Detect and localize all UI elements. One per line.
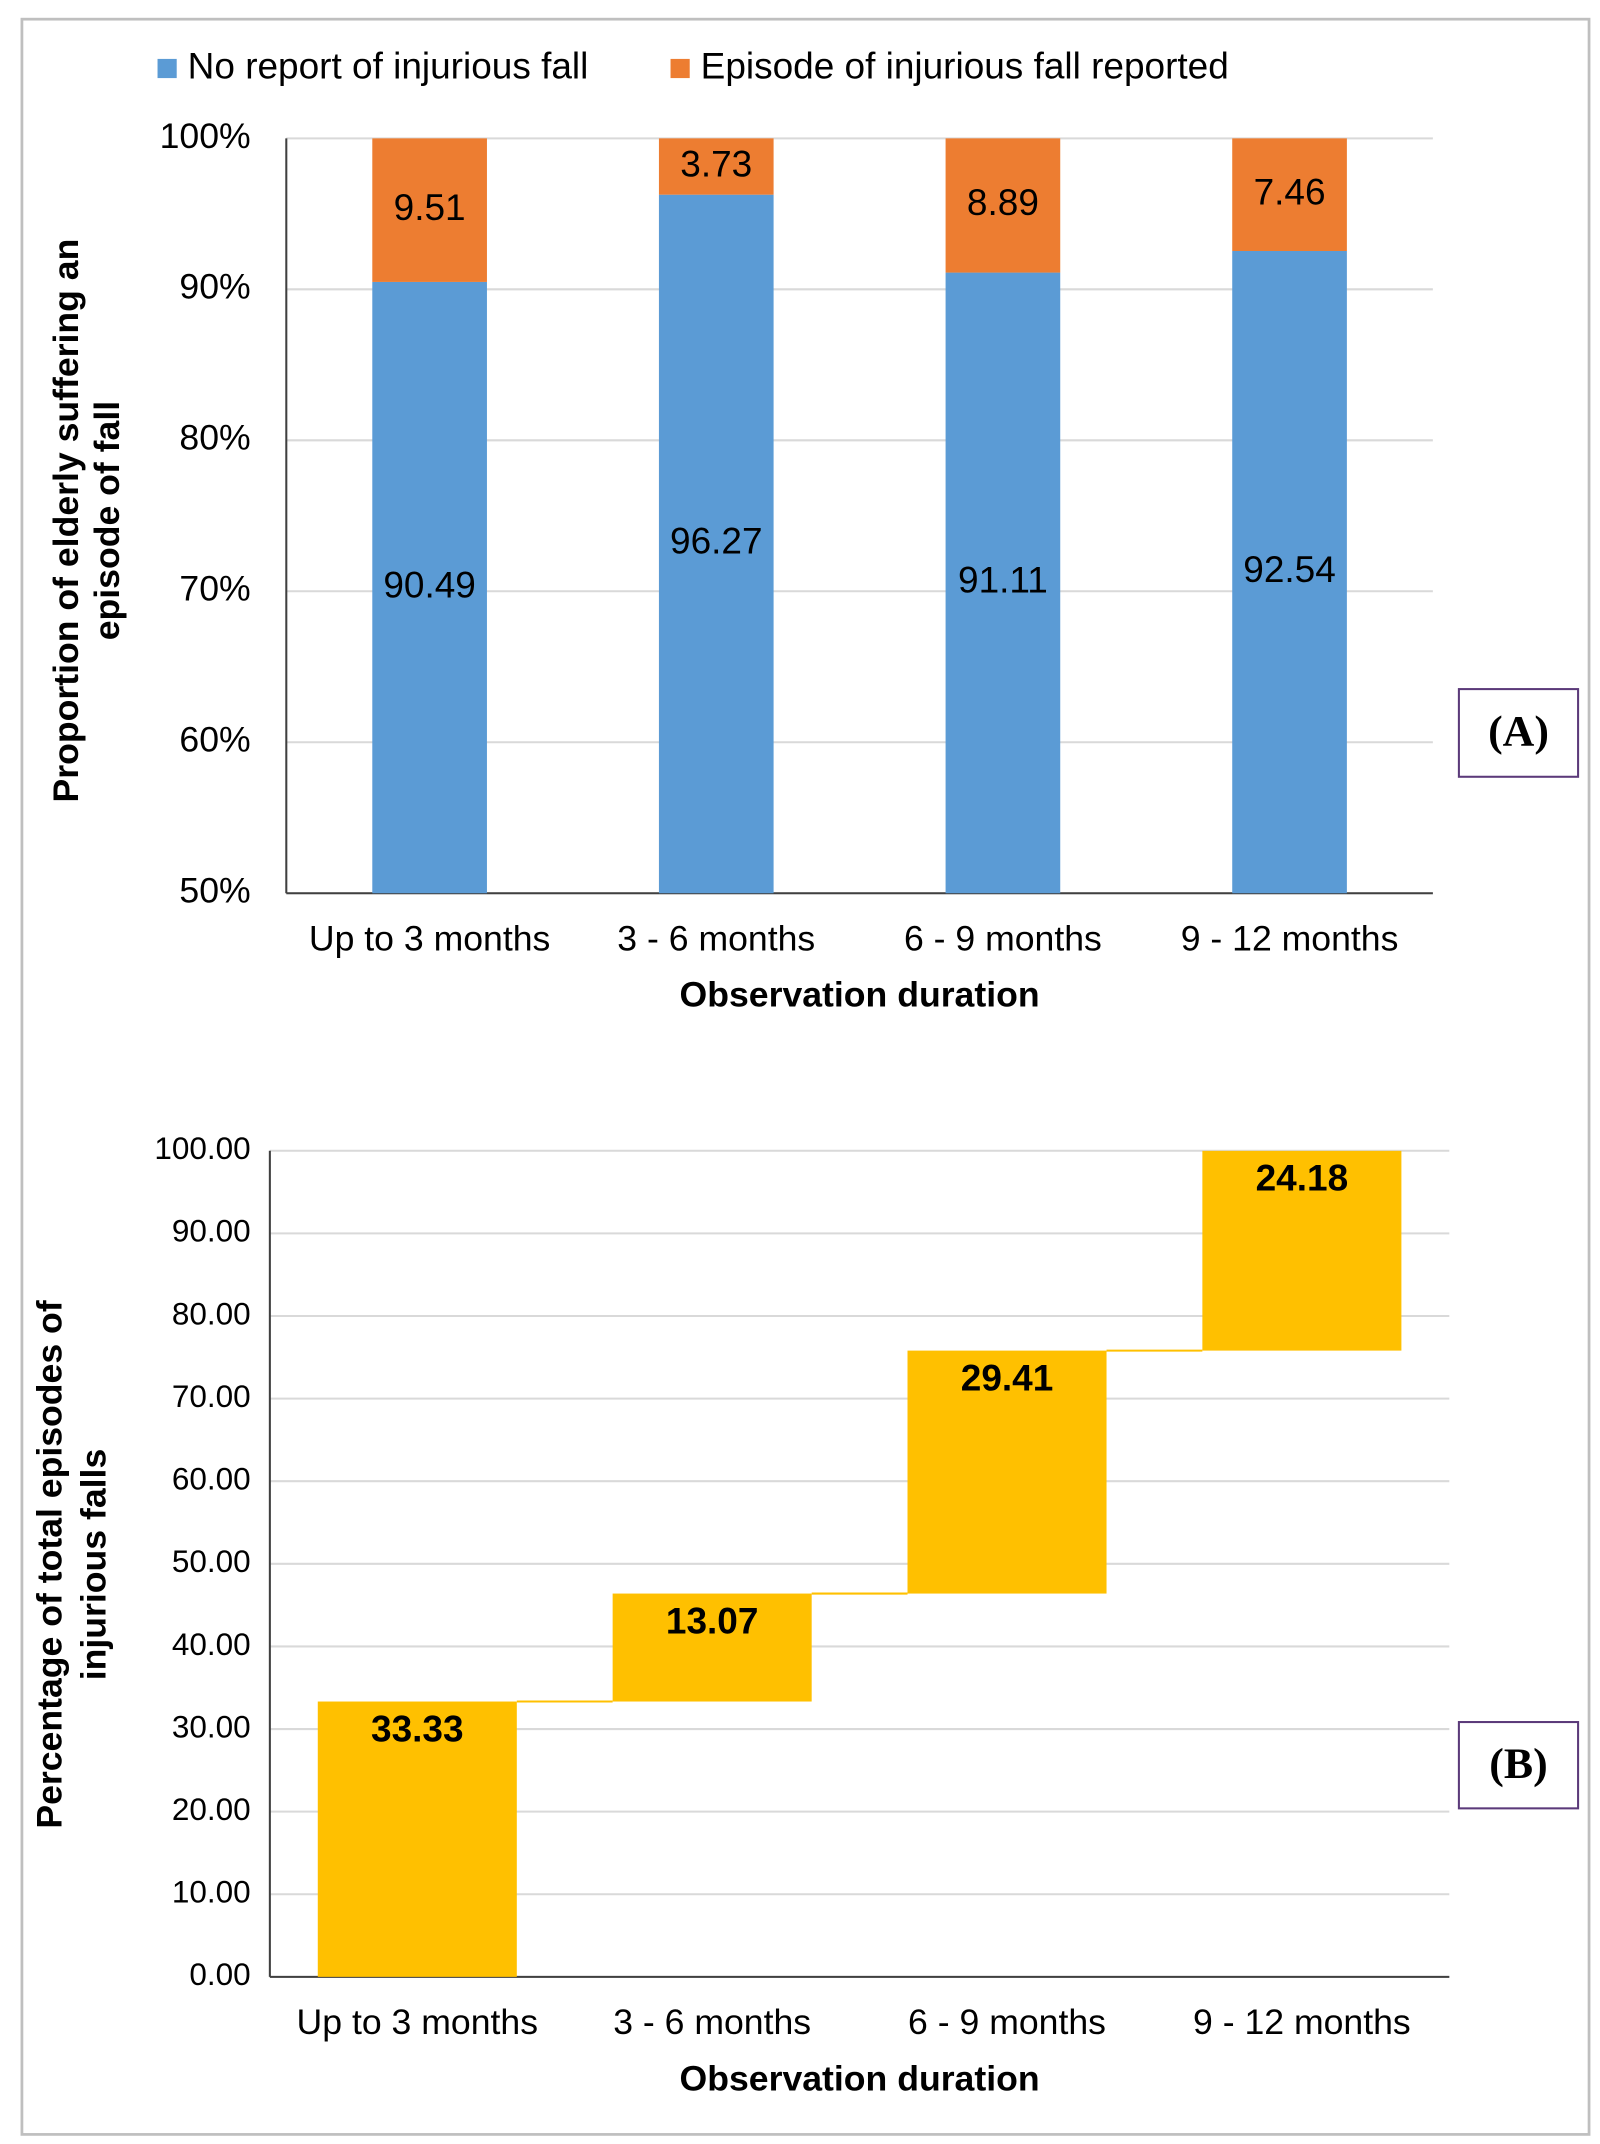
bar: [907, 1350, 1107, 1594]
data-label: 7.46: [1254, 171, 1326, 212]
data-label: 8.89: [967, 182, 1039, 223]
y-tick-label: 100%: [160, 116, 251, 156]
legend-swatch: [670, 58, 690, 79]
y-tick-label: 50.00: [172, 1543, 251, 1579]
data-label: 24.18: [1256, 1158, 1349, 1199]
bar-segment: [372, 138, 487, 282]
y-tick-label: 90.00: [172, 1213, 251, 1249]
bar: [1202, 1150, 1402, 1351]
data-label: 13.07: [666, 1600, 759, 1641]
bar: [317, 1701, 517, 1977]
y-tick-label: 70.00: [172, 1378, 251, 1414]
y-tick-label: 70%: [179, 569, 250, 609]
x-axis-label: Observation duration: [680, 2058, 1040, 2098]
bar-segment: [945, 138, 1061, 273]
y-tick-label: 100.00: [154, 1130, 250, 1166]
x-tick-label: 3 - 6 months: [613, 2002, 811, 2042]
y-tick-label: 90%: [179, 267, 250, 307]
bar-segment: [945, 272, 1061, 894]
legend-label: No report of injurious fall: [188, 45, 589, 86]
data-label: 91.11: [958, 560, 1048, 601]
annotation: (A): [1488, 708, 1549, 756]
legend-label: Episode of injurious fall reported: [701, 45, 1229, 86]
y-axis-label: injurious falls: [73, 1449, 113, 1681]
bar-segment: [1232, 250, 1347, 894]
y-tick-label: 0.00: [189, 1956, 250, 1992]
x-tick-label: Up to 3 months: [297, 2002, 538, 2042]
y-axis-label: Proportion of elderly suffering an: [46, 239, 86, 803]
y-tick-label: 30.00: [172, 1708, 251, 1744]
annotation-box: [1457, 1721, 1580, 1810]
bar-segment: [372, 281, 487, 894]
data-label: 29.41: [961, 1358, 1054, 1399]
data-label: 92.54: [1243, 549, 1336, 590]
annotation-box: [1457, 688, 1580, 778]
y-axis-label: Percentage of total episodes of: [29, 1300, 69, 1828]
bar-segment: [1232, 138, 1347, 251]
data-label: 96.27: [670, 521, 763, 562]
y-tick-label: 60.00: [172, 1461, 251, 1497]
x-axis-label: Observation duration: [680, 975, 1040, 1015]
bar-segment: [658, 194, 774, 894]
data-label: 90.49: [383, 564, 476, 605]
x-tick-label: 9 - 12 months: [1181, 919, 1399, 959]
y-axis-label: episode of fall: [87, 401, 127, 640]
bar: [612, 1593, 812, 1702]
x-tick-label: 3 - 6 months: [617, 919, 815, 959]
y-tick-label: 60%: [179, 720, 250, 760]
x-tick-label: 9 - 12 months: [1193, 2002, 1411, 2042]
frame: [20, 17, 1591, 2136]
y-tick-label: 50%: [179, 871, 250, 911]
y-tick-label: 80.00: [172, 1295, 251, 1331]
data-label: 33.33: [371, 1708, 464, 1749]
x-tick-label: 6 - 9 months: [904, 919, 1102, 959]
legend-swatch: [157, 58, 177, 79]
x-tick-label: 6 - 9 months: [908, 2002, 1106, 2042]
y-tick-label: 40.00: [172, 1626, 251, 1662]
annotation: (B): [1489, 1740, 1547, 1788]
data-label: 9.51: [394, 187, 466, 228]
data-label: 3.73: [680, 143, 752, 184]
y-tick-label: 80%: [179, 418, 250, 458]
y-tick-label: 20.00: [172, 1791, 251, 1827]
bar-segment: [658, 138, 774, 195]
x-tick-label: Up to 3 months: [309, 919, 550, 959]
y-tick-label: 10.00: [172, 1874, 251, 1910]
